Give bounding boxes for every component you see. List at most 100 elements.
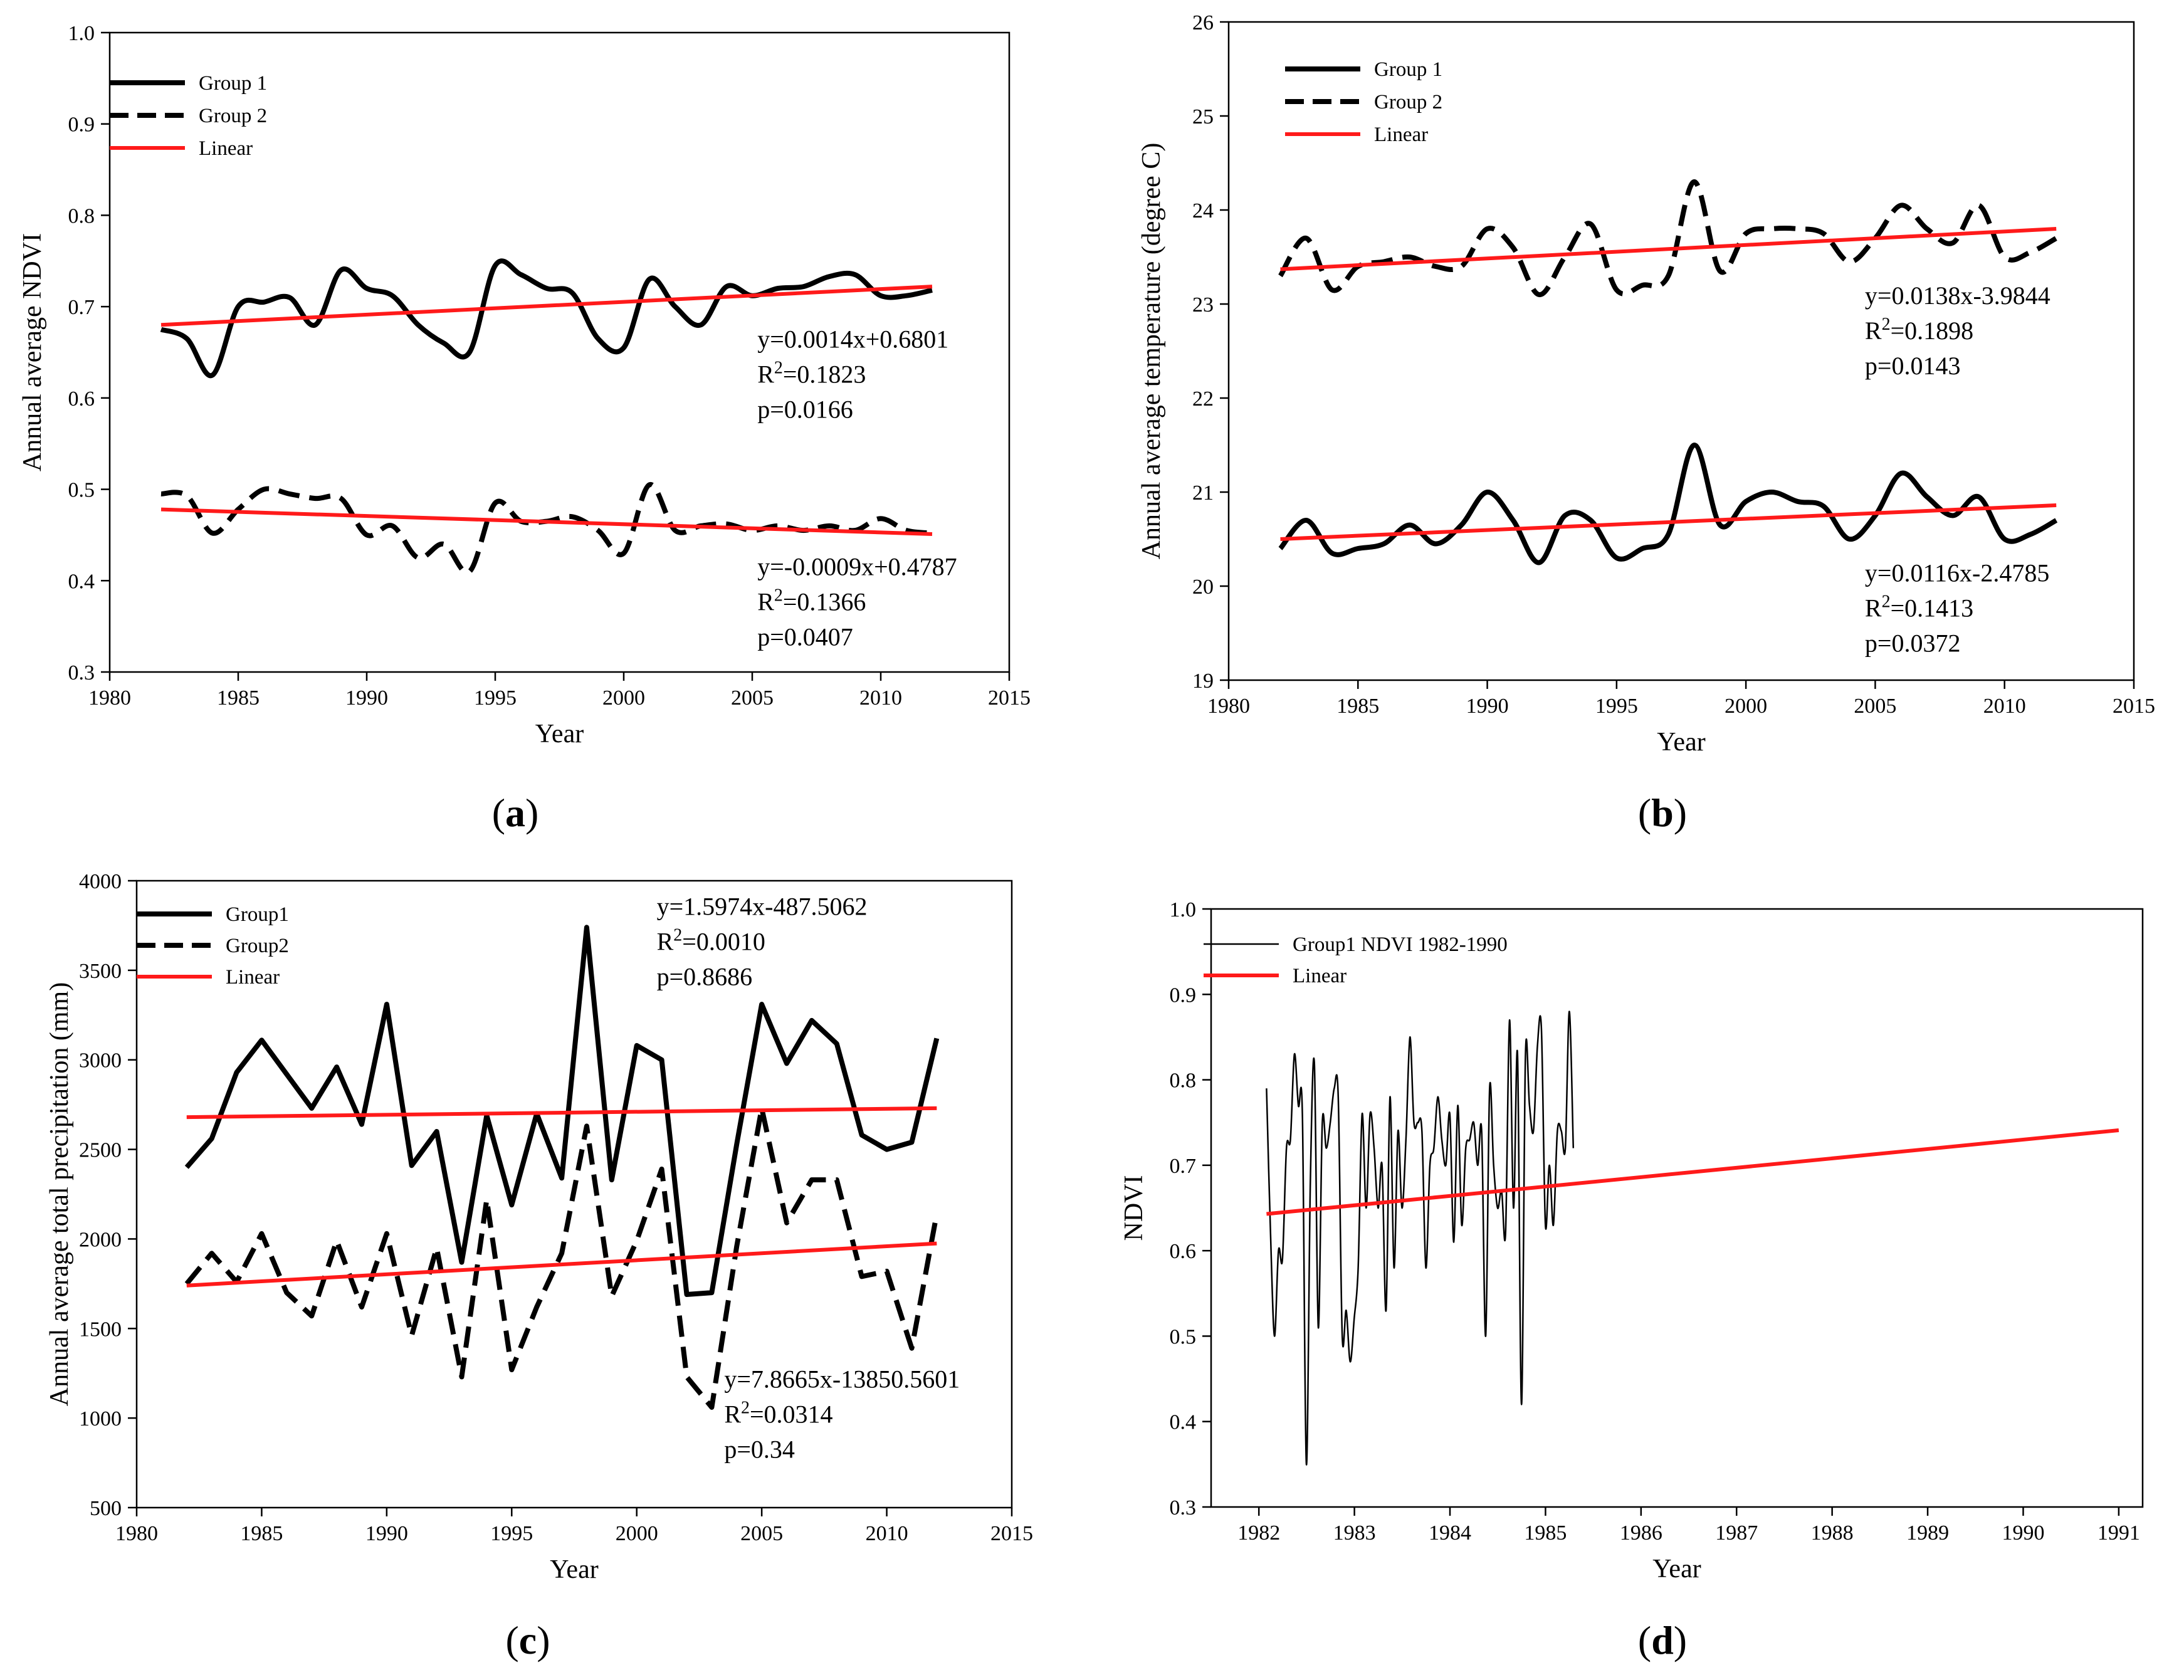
- y-tick-label: 0.4: [68, 570, 95, 593]
- x-tick-label: 1986: [1620, 1521, 1662, 1545]
- x-tick-label: 2005: [1854, 695, 1896, 718]
- y-tick-label: 0.9: [1170, 984, 1197, 1007]
- regression-annotation: p=0.0143: [1865, 352, 1961, 380]
- regression-annotation: R2=0.1413: [1865, 592, 1973, 622]
- linear-fit-line: [186, 1106, 937, 1120]
- regression-annotation: y=0.0138x-3.9844: [1865, 281, 2050, 310]
- x-tick-label: 2000: [602, 686, 645, 710]
- plot-frame: [108, 31, 1011, 673]
- linear-fit-line: [160, 507, 933, 536]
- y-tick-label: 23: [1192, 293, 1214, 317]
- x-tick-label: 1991: [2097, 1521, 2140, 1545]
- regression-annotation: y=7.8665x-13850.5601: [724, 1365, 960, 1394]
- chart-panel-d: 1982 1983 1984 1985 1986 1987 1988 1989 1990 1991…: [1092, 840, 2184, 1680]
- y-tick-label: 4000: [79, 870, 122, 893]
- legend-label: Group 1: [199, 72, 267, 95]
- x-tick-label: 2005: [740, 1522, 783, 1545]
- x-axis-title: Year: [550, 1555, 598, 1584]
- regression-annotation: y=0.0116x-2.4785: [1865, 559, 2049, 587]
- plot-frame: [135, 879, 1013, 1509]
- caption-b: (b): [1637, 790, 1688, 835]
- y-tick-label: 3500: [79, 960, 122, 983]
- regression-annotation: p=0.0372: [1865, 629, 1961, 658]
- legend-label: Linear: [226, 966, 280, 989]
- y-tick-label: 21: [1192, 481, 1214, 505]
- y-tick-label: 2000: [79, 1228, 122, 1251]
- y-tick-label: 0.3: [68, 661, 95, 685]
- y-axis-title: NDVI: [1120, 1175, 1148, 1241]
- x-tick-label: 1995: [490, 1522, 533, 1545]
- series-line-1: [184, 925, 940, 1297]
- y-tick-label: 0.9: [68, 113, 95, 137]
- y-tick-label: 20: [1192, 575, 1214, 599]
- chart-panel-c: 1980 1985 1990 1995 2000 2005 2010 2015 500 1000 1…: [0, 840, 1092, 1680]
- y-tick-label: 25: [1192, 105, 1214, 129]
- regression-annotation: p=0.0407: [757, 623, 853, 651]
- y-tick-label: 0.6: [68, 387, 95, 411]
- y-tick-label: 0.6: [1170, 1240, 1197, 1263]
- y-axis-title: Annual average NDVI: [18, 233, 47, 471]
- y-tick-label: 0.3: [1170, 1496, 1197, 1520]
- x-tick-label: 2010: [1983, 695, 2026, 718]
- x-axis-title: Year: [1657, 728, 1705, 757]
- y-tick-label: 0.7: [1170, 1155, 1197, 1178]
- legend-label: Group2: [226, 935, 289, 957]
- y-tick-label: 500: [90, 1497, 122, 1520]
- x-tick-label: 2010: [859, 686, 902, 710]
- x-tick-label: 1987: [1715, 1521, 1758, 1545]
- x-tick-label: 1985: [1336, 695, 1379, 718]
- x-tick-label: 1985: [1524, 1521, 1567, 1545]
- legend-label: Group1 NDVI 1982-1990: [1293, 933, 1508, 956]
- y-tick-label: 1.0: [68, 22, 95, 45]
- regression-annotation: R2=0.1823: [757, 358, 866, 389]
- caption-a: (a): [491, 790, 539, 835]
- x-tick-label: 2010: [866, 1522, 908, 1545]
- series-line-2: [184, 1105, 940, 1410]
- linear-fit-line: [1280, 503, 2057, 541]
- linear-fit-line: [160, 285, 933, 327]
- x-axis-title: Year: [1652, 1555, 1701, 1583]
- y-tick-label: 0.7: [68, 296, 95, 319]
- x-tick-label: 1995: [1595, 695, 1638, 718]
- x-tick-label: 1985: [217, 686, 260, 710]
- chart-d-svg: 1982 1983 1984 1985 1986 1987 1988 1989 1990 1991…: [1120, 898, 2144, 1583]
- chart-panel-a: 1980 1985 1990 1995 2000 2005 2010 2015 0.3 0.4 0.…: [0, 0, 1092, 840]
- y-axis-title: Annual average temperature (degree C): [1137, 143, 1166, 560]
- x-tick-label: 1983: [1333, 1521, 1376, 1545]
- x-tick-label: 1980: [115, 1522, 158, 1545]
- y-tick-label: 1500: [79, 1318, 122, 1341]
- y-axis-title: Annual average total precipitation (mm): [45, 982, 74, 1406]
- y-tick-label: 0.5: [68, 479, 95, 502]
- regression-annotation: y=0.0014x+0.6801: [757, 325, 948, 354]
- x-tick-label: 2000: [1725, 695, 1767, 718]
- x-tick-label: 1988: [1811, 1521, 1854, 1545]
- y-tick-label: 22: [1192, 387, 1214, 411]
- x-tick-label: 1980: [1207, 695, 1250, 718]
- legend-label: Group1: [226, 903, 289, 926]
- x-tick-label: 2015: [990, 1522, 1033, 1545]
- x-tick-label: 1984: [1429, 1521, 1471, 1545]
- x-tick-label: 2015: [988, 686, 1031, 710]
- series-line-1: [1266, 1011, 1575, 1466]
- y-tick-label: 26: [1192, 11, 1214, 34]
- legend-label: Linear: [1293, 965, 1347, 987]
- x-tick-label: 1982: [1237, 1521, 1280, 1545]
- regression-annotation: R2=0.0010: [657, 925, 765, 956]
- x-tick-label: 1990: [365, 1522, 408, 1545]
- y-tick-label: 19: [1192, 669, 1214, 693]
- x-tick-label: 2000: [616, 1522, 658, 1545]
- y-tick-label: 0.4: [1170, 1411, 1197, 1434]
- x-tick-label: 2015: [2113, 695, 2155, 718]
- regression-annotation: y=1.5974x-487.5062: [657, 892, 868, 920]
- series-line-1: [1278, 443, 2058, 565]
- y-tick-label: 24: [1192, 199, 1214, 223]
- series-line-2: [1278, 179, 2058, 297]
- legend-label: Group 1: [1374, 58, 1442, 81]
- y-tick-label: 3000: [79, 1049, 122, 1073]
- plot-frame: [1227, 21, 2135, 681]
- chart-b-svg: 1980 1985 1990 1995 2000 2005 2010 2015 19 20 21 22…: [1137, 11, 2155, 757]
- chart-a-svg: 1980 1985 1990 1995 2000 2005 2010 2015 0.3 0.4 0.…: [18, 22, 1031, 748]
- x-tick-label: 1995: [474, 686, 517, 710]
- regression-annotation: R2=0.1366: [757, 585, 866, 616]
- regression-annotation: R2=0.1898: [1865, 315, 1973, 345]
